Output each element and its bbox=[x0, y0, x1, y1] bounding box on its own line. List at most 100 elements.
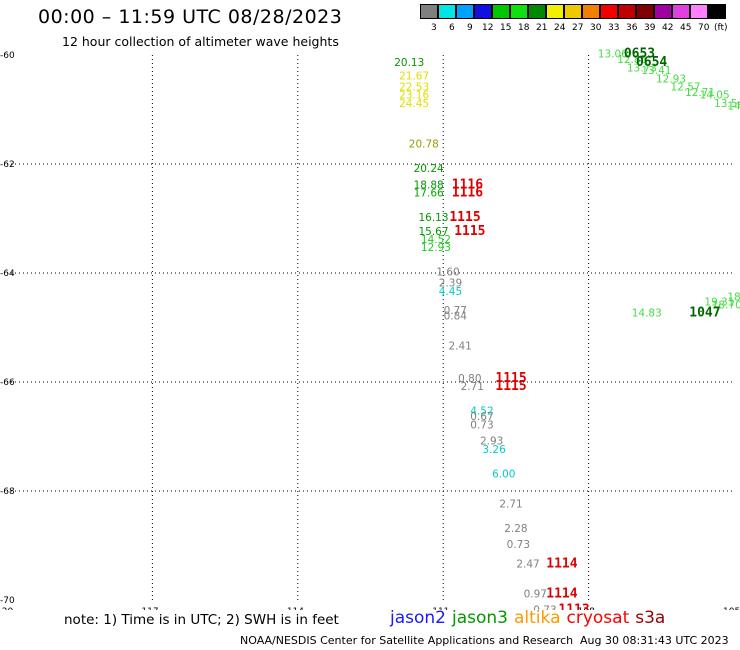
wave-height-label: 2.71 bbox=[461, 381, 484, 393]
wave-height-label: 2.39 bbox=[439, 278, 462, 290]
wave-height-label: 14.05 bbox=[700, 90, 730, 102]
satellite-legend-entry: jason3 bbox=[452, 608, 508, 628]
wave-height-label: 12.71 bbox=[685, 87, 715, 99]
pass-time-label: 0653 bbox=[624, 47, 655, 62]
color-scale-swatch bbox=[528, 4, 546, 19]
color-scale-label: 18 bbox=[518, 23, 530, 33]
y-tick-label: -60 bbox=[0, 51, 15, 61]
pass-time-label: 1115 bbox=[454, 224, 485, 239]
wave-height-label: 14.52 bbox=[421, 234, 451, 246]
wave-height-label: 22.53 bbox=[399, 81, 429, 93]
chart-subtitle: 12 hour collection of altimeter wave hei… bbox=[62, 34, 339, 49]
color-scale-swatch bbox=[654, 4, 672, 19]
wave-height-label: 2.71 bbox=[499, 498, 522, 510]
chart-title: 00:00 – 11:59 UTC 08/28/2023 bbox=[38, 6, 343, 28]
y-tick-label: -64 bbox=[0, 269, 15, 279]
satellite-legend-entry: s3a bbox=[635, 608, 666, 628]
x-tick-label: -120 bbox=[0, 607, 13, 610]
color-scale-label: 36 bbox=[626, 23, 638, 33]
color-scale-label: 3 bbox=[431, 23, 437, 33]
wave-height-label: 4.45 bbox=[439, 286, 462, 298]
wave-height-label: 2.47 bbox=[516, 558, 539, 570]
wave-height-label: 14.83 bbox=[632, 308, 662, 320]
pass-time-label: 1115 bbox=[495, 379, 526, 394]
x-tick-label: -111 bbox=[429, 607, 449, 610]
wave-height-label: 0.84 bbox=[444, 310, 468, 322]
y-tick-label: -68 bbox=[0, 487, 15, 497]
wave-height-label: 20.13 bbox=[394, 57, 424, 69]
color-scale-label: 70 bbox=[698, 23, 710, 33]
wave-height-label: 13.41 bbox=[641, 65, 671, 77]
color-scale-swatch bbox=[456, 4, 474, 19]
y-tick-labels: -60 -62 -64 -66 -68 -70 bbox=[0, 51, 15, 606]
color-scale-swatch bbox=[510, 4, 528, 19]
units-note: note: 1) Time is in UTC; 2) SWH is in fe… bbox=[64, 612, 339, 628]
pass-time-label: 1116 bbox=[452, 178, 483, 193]
color-scale-swatch bbox=[564, 4, 582, 19]
color-scale-unit: (ft) bbox=[714, 23, 728, 33]
color-scale-swatch bbox=[636, 4, 654, 19]
color-scale-label: 12 bbox=[482, 23, 494, 33]
satellite-legend-entry: altika bbox=[514, 608, 561, 628]
wave-height-label: 4.52 bbox=[470, 406, 493, 418]
color-scale-label: 9 bbox=[467, 23, 473, 33]
x-tick-label: -108 bbox=[574, 607, 595, 610]
x-tick-label: -105 bbox=[720, 607, 740, 610]
pass-time-label: 0654 bbox=[636, 55, 667, 70]
wave-height-label: 15.67 bbox=[418, 226, 448, 238]
color-scale-label: 30 bbox=[590, 23, 602, 33]
x-tick-label: -117 bbox=[138, 607, 158, 610]
wave-height-label: 12.85 bbox=[617, 54, 647, 66]
wave-height-label: 18.88 bbox=[414, 180, 444, 192]
wave-height-label: 0.77 bbox=[444, 305, 467, 317]
wave-height-label: 17.66 bbox=[414, 188, 444, 200]
wave-height-label: 20.78 bbox=[409, 139, 439, 151]
wave-height-label: 20.24 bbox=[414, 163, 444, 175]
pass-time-label: 1113 bbox=[558, 603, 589, 610]
pass-time-label: 1114 bbox=[546, 586, 577, 601]
wave-height-label: 13.73 bbox=[627, 62, 657, 74]
satellite-legend-entry: cryosat bbox=[566, 608, 630, 628]
wave-height-label: 2.28 bbox=[504, 523, 527, 535]
wave-height-label: 18 bbox=[727, 291, 740, 303]
y-tick-label: -66 bbox=[0, 378, 15, 388]
wave-height-label: 12.93 bbox=[656, 73, 686, 85]
x-tick-labels: -120 -117 -114 -111 -108 -105 bbox=[0, 607, 740, 610]
wave-height-label: 1.60 bbox=[436, 267, 459, 279]
wave-height-label: 0.73 bbox=[470, 419, 493, 431]
wave-height-label: 18.70 bbox=[712, 299, 740, 311]
wave-height-label: 0.97 bbox=[524, 588, 547, 600]
wave-height-label: 2.93 bbox=[480, 436, 503, 448]
color-scale-swatch bbox=[420, 4, 438, 19]
color-scale-swatch bbox=[708, 4, 726, 19]
wave-height-label: 13.54 bbox=[714, 98, 740, 110]
pass-time-label: 1116 bbox=[452, 186, 483, 201]
wave-height-label: 12.93 bbox=[421, 242, 451, 254]
wave-height-label: 0.80 bbox=[458, 373, 481, 385]
color-scale-swatch bbox=[582, 4, 600, 19]
wave-height-label: 14 bbox=[727, 101, 740, 113]
color-scale-label: 15 bbox=[500, 23, 512, 33]
color-scale-label: 6 bbox=[449, 23, 455, 33]
color-scale-label: 21 bbox=[536, 23, 548, 33]
wave-height-label: 13.06 bbox=[598, 49, 628, 61]
wave-height-label: 19.31 bbox=[704, 297, 734, 309]
color-scale-swatch bbox=[546, 4, 564, 19]
color-scale-label: 45 bbox=[680, 23, 692, 33]
y-tick-label: -70 bbox=[0, 596, 15, 606]
color-scale-label: 39 bbox=[644, 23, 656, 33]
pass-time-label: 1047 bbox=[689, 306, 720, 321]
altimeter-wave-height-plot: -120 -117 -114 -111 -108 -105 -60 -62 -64 -66 -68… bbox=[0, 47, 740, 610]
wave-height-label: 24.45 bbox=[399, 98, 429, 110]
wave-height-label: 3.26 bbox=[482, 444, 506, 456]
color-scale-label: 24 bbox=[554, 23, 566, 33]
pass-time-labels: 0653065411161116111511151115111511141114… bbox=[449, 47, 720, 610]
color-scale-label: 42 bbox=[662, 23, 674, 33]
color-scale-swatch bbox=[492, 4, 510, 19]
color-scale-swatch bbox=[438, 4, 456, 19]
color-scale-swatch bbox=[600, 4, 618, 19]
wave-height-label: 16.13 bbox=[418, 212, 448, 224]
color-scale-swatch bbox=[672, 4, 690, 19]
color-scale-swatch bbox=[618, 4, 636, 19]
